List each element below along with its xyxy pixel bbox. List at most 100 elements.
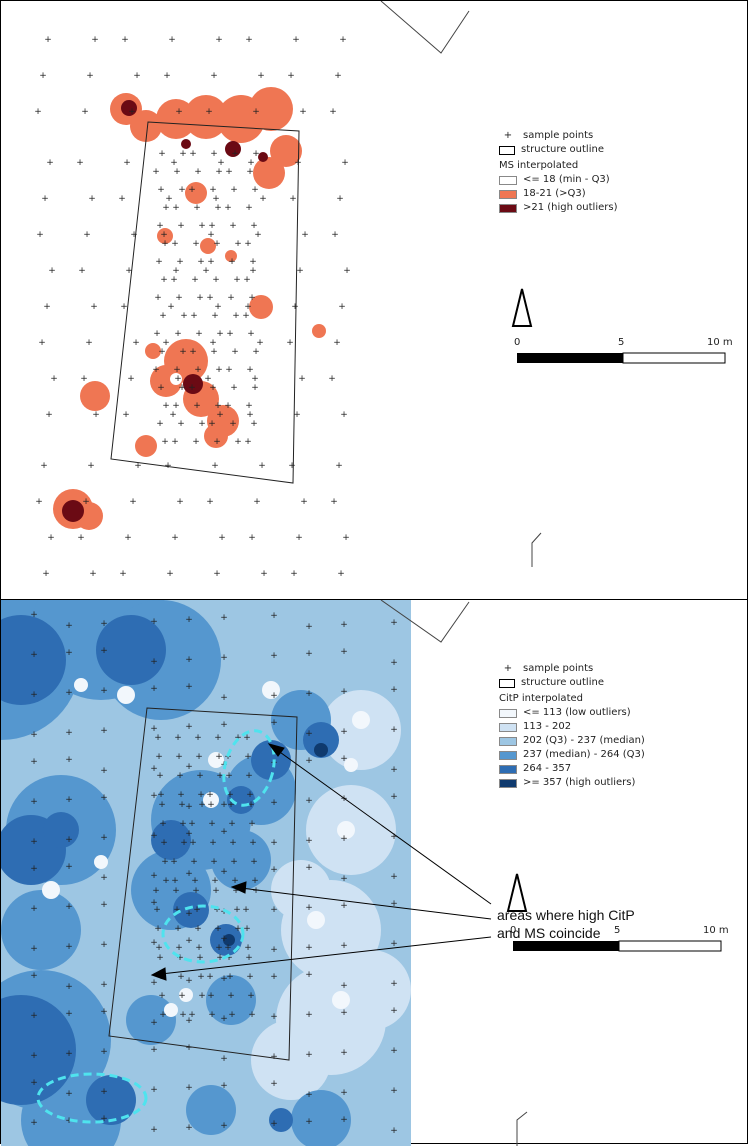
sample-point: +	[30, 757, 38, 767]
sample-point: +	[185, 1123, 193, 1133]
sample-point: +	[100, 1114, 108, 1124]
sample-point: +	[157, 383, 165, 393]
sample-point: +	[340, 1115, 348, 1125]
sample-point: +	[170, 275, 178, 285]
sample-point: +	[270, 945, 278, 955]
sample-point: +	[270, 1119, 278, 1129]
sample-point: +	[220, 800, 228, 810]
sample-point: +	[305, 863, 313, 873]
sample-point: +	[246, 972, 254, 982]
sample-point: +	[329, 107, 337, 117]
sample-point: +	[246, 167, 254, 177]
annotation-arrows	[150, 743, 492, 981]
ms-high-zone	[150, 365, 182, 397]
sample-point: +	[220, 867, 228, 877]
sample-point: +	[220, 693, 228, 703]
citp-mid-zone	[1, 890, 81, 970]
sample-point: +	[173, 365, 181, 375]
sample-point: +	[30, 730, 38, 740]
structure-outline	[110, 121, 300, 484]
sample-point: +	[195, 329, 203, 339]
sample-point: +	[340, 1088, 348, 1098]
sample-point: +	[305, 649, 313, 659]
sample-point: +	[218, 533, 226, 543]
sample-point: +	[224, 943, 232, 953]
sample-point: +	[152, 365, 160, 375]
sample-point: +	[270, 905, 278, 915]
sample-point: +	[197, 790, 205, 800]
sample-point: +	[152, 167, 160, 177]
sample-point: +	[228, 1010, 236, 1020]
sample-point: +	[207, 257, 215, 267]
sample-point: +	[252, 347, 260, 357]
citp-mid-zone	[211, 830, 271, 890]
sample-point: +	[163, 71, 171, 81]
legend-title: CitP interpolated	[499, 693, 583, 704]
citp-low-zone	[203, 792, 219, 808]
sample-point: +	[270, 838, 278, 848]
sample-point: +	[65, 835, 73, 845]
sample-point: +	[337, 569, 345, 579]
citp-low-zone	[117, 686, 135, 704]
sample-point: +	[162, 876, 170, 886]
sample-point: +	[291, 302, 299, 312]
sample-point: +	[390, 979, 398, 989]
sample-point: +	[192, 886, 200, 896]
sample-point: +	[243, 275, 251, 285]
sample-point: +	[185, 682, 193, 692]
highlight-ellipse	[161, 904, 245, 964]
sample-point: +	[150, 831, 158, 841]
sample-point: +	[229, 419, 237, 429]
sample-point: +	[150, 791, 158, 801]
sample-point: +	[88, 194, 96, 204]
citp-high-zone	[1, 995, 76, 1105]
sample-point: +	[30, 944, 38, 954]
sample-point: +	[247, 329, 255, 339]
sample-point: +	[290, 569, 298, 579]
sample-point: +	[248, 533, 256, 543]
sample-point: +	[270, 691, 278, 701]
legend-swatch	[499, 175, 517, 185]
legend-swatch	[499, 189, 517, 199]
sample-point: +	[185, 829, 193, 839]
sample-point: +	[224, 203, 232, 213]
sample-point: +	[30, 1118, 38, 1128]
sample-point: +	[174, 374, 182, 384]
sample-point: +	[189, 838, 197, 848]
sample-point: +	[160, 275, 168, 285]
sample-point: +	[46, 158, 54, 168]
ms-high-zone	[135, 435, 157, 457]
sample-point: +	[185, 909, 193, 919]
sample-point: +	[172, 401, 180, 411]
sample-point: +	[210, 71, 218, 81]
sample-point: +	[220, 653, 228, 663]
scale-bar	[517, 352, 726, 364]
sample-point: +	[305, 756, 313, 766]
sample-point: +	[243, 733, 251, 743]
sample-point: +	[270, 1079, 278, 1089]
sample-point: +	[202, 266, 210, 276]
sample-point: +	[244, 437, 252, 447]
sample-point: +	[65, 862, 73, 872]
sample-point: +	[305, 796, 313, 806]
sample-point: +	[65, 902, 73, 912]
sample-point: +	[189, 347, 197, 357]
sample-point: +	[30, 1011, 38, 1021]
sample-point: +	[251, 876, 259, 886]
sample-point: +	[196, 771, 204, 781]
sample-point: +	[133, 71, 141, 81]
sample-point: +	[243, 924, 251, 934]
sample-point: +	[198, 800, 206, 810]
citp-low-zone	[344, 758, 358, 772]
sample-point: +	[215, 167, 223, 177]
sample-point: +	[270, 718, 278, 728]
boundary-line	[380, 1, 470, 54]
annotation-line-1: areas where high CitP	[497, 907, 635, 923]
sample-point: +	[65, 648, 73, 658]
ms-high-zone	[225, 250, 237, 262]
sample-point: +	[340, 647, 348, 657]
sample-point: +	[305, 1050, 313, 1060]
sample-point: +	[287, 71, 295, 81]
sample-point: +	[100, 686, 108, 696]
sample-point: +	[194, 167, 202, 177]
